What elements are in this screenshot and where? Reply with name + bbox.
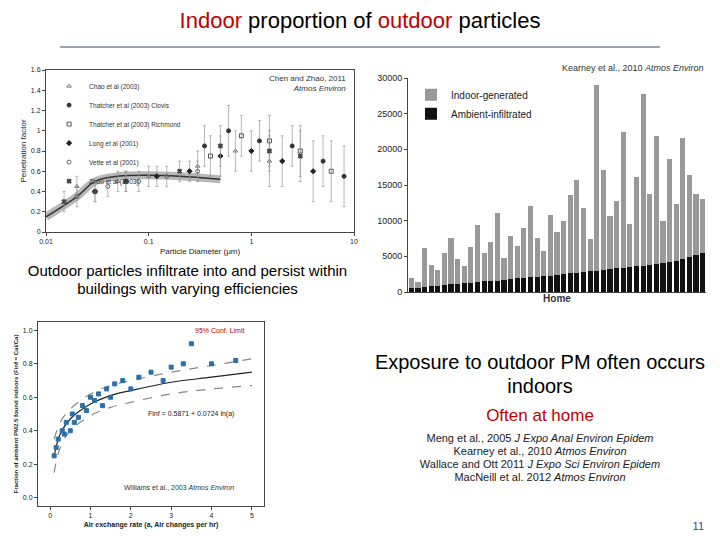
- svg-text:2: 2: [129, 512, 133, 519]
- svg-text:Williams et al., 2003 Atmos En: Williams et al., 2003 Atmos Environ: [124, 484, 234, 491]
- svg-text:0.6: 0.6: [23, 394, 33, 401]
- svg-text:Chen and Zhao, 2011Atmos Envir: Chen and Zhao, 2011Atmos Environ: [269, 74, 346, 93]
- html-text:Outdoor particles infiltrate i: Outdoor particles infiltrate into and pe…: [27, 262, 348, 297]
- svg-text:Ambient-infiltrated: Ambient-infiltrated: [451, 109, 532, 120]
- svg-text:0.8: 0.8: [23, 360, 33, 367]
- svg-text:Air exchange rate (a, Air chan: Air exchange rate (a, Air changes per hr…: [84, 521, 219, 529]
- svg-text:Kearney et al., 2010 Atmos Env: Kearney et al., 2010 Atmos Environ: [562, 63, 704, 73]
- svg-text:Long et al (2001): Long et al (2001): [89, 140, 138, 148]
- svg-text:0: 0: [37, 228, 41, 235]
- svg-text:30000: 30000: [377, 73, 402, 83]
- svg-text:Particle Diameter (μm): Particle Diameter (μm): [160, 247, 241, 256]
- svg-text:1: 1: [89, 512, 93, 519]
- svg-text:0.2: 0.2: [23, 461, 33, 468]
- svg-text:0.6: 0.6: [31, 168, 41, 175]
- svg-text:1.0: 1.0: [23, 327, 33, 334]
- svg-text:5000: 5000: [382, 251, 402, 261]
- html-text:Wallace and Ott 2011 J Expo Sc: Wallace and Ott 2011 J Expo Sci Environ …: [419, 458, 661, 470]
- svg-text:0.4: 0.4: [31, 188, 41, 195]
- svg-text:95% Conf. Limit: 95% Conf. Limit: [195, 327, 244, 334]
- svg-text:Home: Home: [543, 293, 571, 304]
- svg-text:0.01: 0.01: [39, 238, 53, 245]
- html-text:Exposure to outdoor PM often o: Exposure to outdoor PM often occurs indo…: [374, 351, 706, 397]
- svg-text:Zhou et al (2003): Zhou et al (2003): [89, 178, 139, 186]
- svg-text:1: 1: [249, 238, 253, 245]
- svg-text:4: 4: [210, 512, 214, 519]
- html-text:Indoor proportion of outdoor p: Indoor proportion of outdoor particles: [179, 8, 541, 33]
- svg-text:Fraction of ambient PM2.5 foun: Fraction of ambient PM2.5 found indoors …: [13, 335, 19, 494]
- html-text:Often at home: Often at home: [486, 406, 594, 425]
- html-text:Kearney et al., 2010 Atmos Env: Kearney et al., 2010 Atmos Environ: [453, 445, 627, 457]
- svg-text:1.2: 1.2: [31, 107, 41, 114]
- svg-text:10000: 10000: [377, 216, 402, 226]
- svg-text:0: 0: [397, 287, 402, 297]
- html-text:MacNeill et al. 2012 Atmos Env: MacNeill et al. 2012 Atmos Environ: [454, 471, 626, 483]
- svg-text:Vette et al (2001): Vette et al (2001): [89, 159, 139, 167]
- svg-text:Finf = 0.5871 + 0.0724 ln(a): Finf = 0.5871 + 0.0724 ln(a): [148, 410, 234, 418]
- svg-text:Chao et al (2003): Chao et al (2003): [89, 83, 139, 91]
- svg-text:15000: 15000: [377, 180, 402, 190]
- svg-text:1.4: 1.4: [31, 87, 41, 94]
- svg-text:1.6: 1.6: [31, 66, 41, 73]
- svg-text:Penetration factor: Penetration factor: [19, 119, 28, 182]
- svg-text:20000: 20000: [377, 144, 402, 154]
- svg-text:0.8: 0.8: [31, 147, 41, 154]
- svg-text:Thatcher et al (2003) Clovis: Thatcher et al (2003) Clovis: [89, 102, 170, 110]
- svg-text:0.4: 0.4: [23, 427, 33, 434]
- svg-text:10: 10: [350, 238, 358, 245]
- svg-text:Thatcher et al (2003) Richmond: Thatcher et al (2003) Richmond: [89, 121, 181, 129]
- svg-text:0: 0: [48, 512, 52, 519]
- svg-text:5: 5: [250, 512, 254, 519]
- svg-text:1: 1: [37, 127, 41, 134]
- svg-text:Indoor-generated: Indoor-generated: [451, 90, 528, 101]
- svg-text:0.2: 0.2: [31, 208, 41, 215]
- svg-text:3: 3: [169, 512, 173, 519]
- html-text:11: 11: [692, 520, 704, 532]
- svg-text:0.0: 0.0: [23, 494, 33, 501]
- html-text:Meng et al., 2005 J Expo Anal: Meng et al., 2005 J Expo Anal Environ Ep…: [426, 432, 654, 444]
- svg-text:0.1: 0.1: [144, 238, 154, 245]
- svg-text:25000: 25000: [377, 109, 402, 119]
